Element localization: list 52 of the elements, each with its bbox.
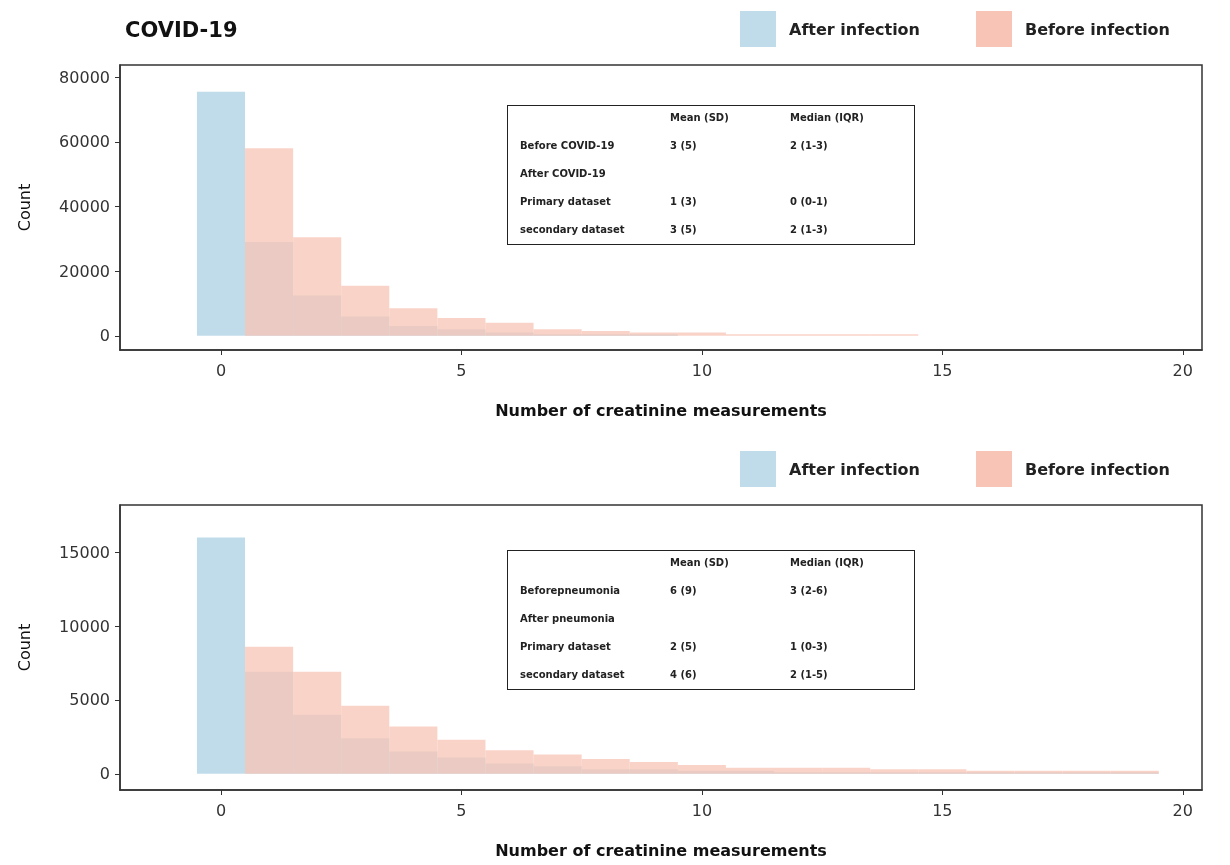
annotation: secondary dataset [520,669,625,680]
legend-label: Before infection [1025,19,1170,39]
annotation: After pneumonia [520,613,615,624]
annotation: Primary dataset [520,641,611,652]
x-tick-label: 0 [215,800,227,820]
annotation: Before COVID-19 [520,140,615,151]
legend-label: After infection [789,19,921,39]
annotation: 1 (3) [670,196,697,207]
x-tick-label: 15 [932,360,953,380]
y-tick-label: 0 [99,326,110,346]
x-axis-title: Number of creatinine measurements [495,400,827,420]
y-tick-label: 20000 [59,261,110,281]
y-tick-label: 0 [99,764,110,784]
legend-label: Before infection [1025,459,1170,479]
annotation: Median (IQR) [790,557,864,568]
y-tick-label: 5000 [69,690,110,710]
x-tick-label: 5 [456,360,467,380]
x-axis-title: Number of creatinine measurements [495,840,827,860]
annotation: 2 (1-3) [790,224,828,235]
x-tick-label: 5 [456,800,467,820]
annotation: Beforepneumonia [520,585,621,596]
annotation: Mean (SD) [670,112,729,123]
annotation: 0 (0-1) [790,196,828,207]
annotation: 3 (5) [670,224,697,235]
annotation: 2 (1-5) [790,669,828,680]
y-tick-label: 40000 [59,197,110,217]
annotation: 2 (5) [670,641,697,652]
annotation: 3 (5) [670,140,697,151]
y-axis-title: Count [14,183,34,232]
x-tick-label: 20 [1172,800,1193,820]
y-tick-label: 15000 [59,542,110,562]
y-tick-label: 80000 [59,67,110,87]
annotation: After COVID-19 [520,168,606,179]
annotation: 4 (6) [670,669,697,680]
y-axis-title: Count [14,623,34,672]
annotation: 2 (1-3) [790,140,828,151]
y-tick-label: 10000 [59,616,110,636]
x-tick-label: 0 [215,360,227,380]
annotation: Median (IQR) [790,112,864,123]
annotation: 1 (0-3) [790,641,828,652]
x-tick-label: 20 [1172,360,1193,380]
chart-title: COVID-19 [125,17,238,42]
annotation: Primary dataset [520,196,611,207]
annotation: secondary dataset [520,224,625,235]
annotation: Mean (SD) [670,557,729,568]
x-tick-label: 15 [932,800,953,820]
x-tick-label: 10 [691,360,713,380]
y-tick-label: 60000 [59,132,110,152]
x-tick-label: 10 [691,800,713,820]
annotation: 6 (9) [670,585,697,596]
legend-label: After infection [789,459,921,479]
annotation: 3 (2-6) [790,585,828,596]
